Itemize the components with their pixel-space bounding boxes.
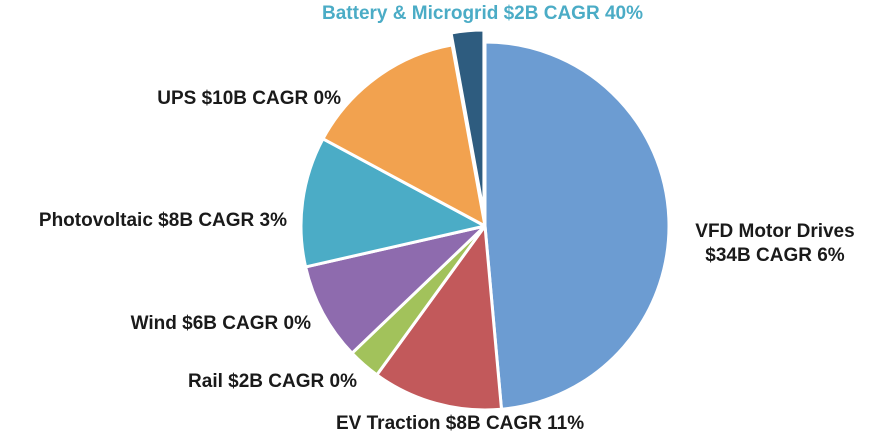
pie-slice-battery-microgrid	[449, 28, 486, 216]
label-ev-traction: EV Traction $8B CAGR 11%	[336, 413, 585, 434]
label-vfd-motor-drives: VFD Motor Drives $34B CAGR 6%	[695, 221, 855, 266]
pie-slice-photovoltaic	[299, 137, 487, 269]
label-wind: Wind $6B CAGR 0%	[130, 313, 311, 334]
label-photovoltaic: Photovoltaic $8B CAGR 3%	[38, 210, 287, 231]
label-ups: UPS $10B CAGR 0%	[157, 88, 341, 109]
pie-slice-ev-traction	[375, 224, 503, 412]
label-battery-microgrid: Battery & Microgrid $2B CAGR 40%	[322, 3, 643, 24]
label-rail: Rail $2B CAGR 0%	[188, 371, 357, 392]
pie-slice-vfd-motor-drives	[483, 40, 671, 411]
pie-slice-ups	[321, 43, 487, 228]
